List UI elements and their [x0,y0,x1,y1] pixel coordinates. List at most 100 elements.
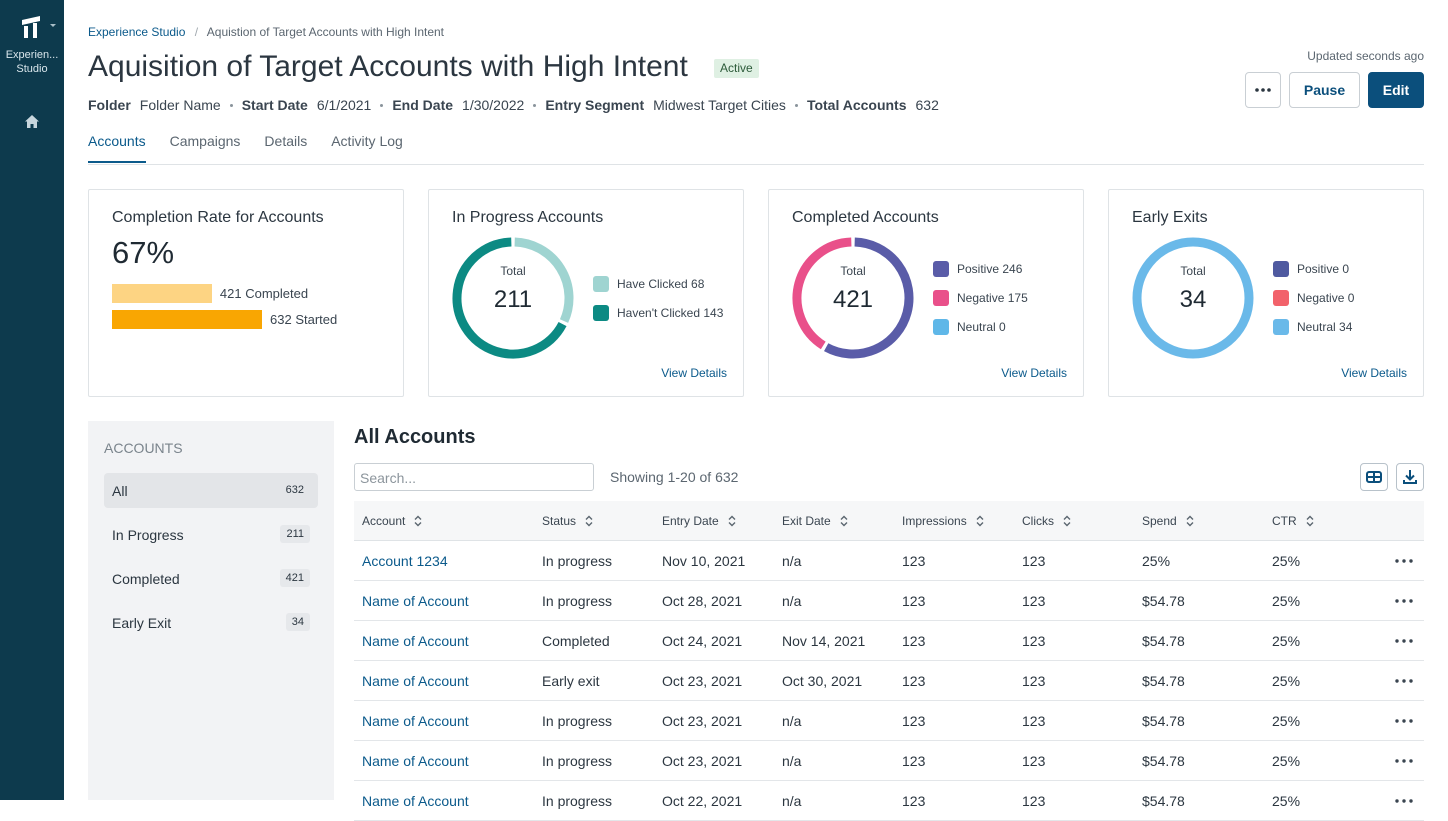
bar-label: 421 Completed [220,286,308,301]
table-cell: $54.78 [1142,793,1185,809]
meta-value: 1/30/2022 [462,97,525,113]
bar-value: 632 [270,312,292,327]
view-details-link[interactable]: View Details [1001,366,1067,380]
legend-swatch [1273,319,1289,335]
total-label: Total [840,264,865,278]
column-header[interactable]: Account [362,514,425,528]
filter-label: In Progress [112,527,184,543]
menu-dot [1409,599,1413,603]
download-button[interactable] [1396,463,1424,491]
account-link[interactable]: Name of Account [362,713,469,729]
row-menu[interactable] [1395,678,1413,684]
account-link[interactable]: Name of Account [362,753,469,769]
menu-dot [1395,639,1399,643]
row-menu[interactable] [1395,798,1413,804]
sort-arrows [1186,515,1194,527]
account-link[interactable]: Name of Account [362,593,469,609]
sort-arrows [840,515,848,527]
filter-item[interactable]: All 632 [104,473,318,508]
column-header[interactable]: Status [542,514,596,528]
separator-dot [380,103,384,107]
account-link[interactable]: Name of Account [362,793,469,809]
row-menu[interactable] [1395,638,1413,644]
showing-text: Showing 1-20 of 632 [610,469,739,485]
table-cell: 123 [1022,553,1046,569]
bar-name: Completed [245,286,309,301]
completion-card: Completion Rate for Accounts 67% 421 Com… [88,189,404,397]
menu-dot [1409,639,1413,643]
table-cell: Oct 23, 2021 [662,673,743,689]
logo [22,16,56,38]
separator-dot [533,103,537,107]
row-menu[interactable] [1395,598,1413,604]
row-menu[interactable] [1395,758,1413,764]
legend-name: Neutral [957,320,996,334]
table-cell: Oct 23, 2021 [662,713,743,729]
account-link[interactable]: Name of Account [362,673,469,689]
row-menu[interactable] [1395,558,1413,564]
table-cell: 123 [902,753,926,769]
legend-name: Positive [1297,262,1340,276]
meta-label: Folder [88,97,131,113]
filter-label: Completed [112,571,180,587]
home-icon[interactable] [24,114,40,129]
account-link[interactable]: Account 1234 [362,553,448,569]
accounts-panel: ACCOUNTS All 632 In Progress 211 Completed 42… [88,421,334,800]
sort-icon [1186,515,1194,527]
tab[interactable]: Activity Log [331,133,403,149]
column-header[interactable]: Entry Date [662,514,739,528]
sort-icon [840,515,848,527]
table-cell: n/a [782,753,802,769]
column-header[interactable]: CTR [1272,514,1317,528]
table-cell: n/a [782,793,802,809]
legend-item: Have Clicked 68 [593,275,704,292]
row-menu[interactable] [1395,718,1413,724]
donut-segment [452,237,567,359]
pause-button[interactable]: Pause [1289,72,1360,108]
view-details-link[interactable]: View Details [1341,366,1407,380]
legend-value: 0 [1347,291,1355,305]
column-header[interactable]: Spend [1142,514,1197,528]
more-button[interactable] [1245,72,1281,108]
breadcrumb: Experience Studio / Aquistion of Target … [88,25,444,39]
legend-item: Negative 0 [1273,290,1354,306]
column-header[interactable]: Exit Date [782,514,851,528]
panel-heading: ACCOUNTS [104,440,183,456]
columns-icon [1366,471,1382,483]
filter-item[interactable]: In Progress 211 [104,517,318,552]
view-details-link[interactable]: View Details [661,366,727,380]
table-cell: 123 [1022,753,1046,769]
dots-icon [1255,88,1271,92]
menu-dot [1402,599,1406,603]
separator-dot [229,103,233,107]
tab[interactable]: Details [264,133,308,149]
total-value: 421 [833,286,873,313]
column-title: CTR [1272,514,1297,528]
search-input[interactable]: Search... [354,463,594,491]
table-row: Name of Account In progress Oct 23, 2021 n/… [354,701,1424,741]
filter-item[interactable]: Early Exit 34 [104,605,318,640]
download-icon [1403,470,1417,484]
table-cell: $54.78 [1142,593,1185,609]
tab[interactable]: Accounts [88,133,146,163]
breadcrumb-link[interactable]: Experience Studio [88,25,186,39]
menu-dot [1395,679,1399,683]
table-cell: 25% [1272,633,1301,649]
menu-dot [1402,559,1406,563]
donut-card: Completed Accounts Total 421 Positive 246 Ne… [768,189,1084,397]
meta-value: 632 [915,97,939,113]
app-name: Experien... [5,49,59,61]
column-header[interactable]: Clicks [1022,514,1074,528]
edit-button[interactable]: Edit [1368,72,1424,108]
filter-item[interactable]: Completed 421 [104,561,318,596]
tab[interactable]: Campaigns [169,133,241,149]
filter-label: All [112,483,128,499]
account-link[interactable]: Name of Account [362,633,469,649]
table-cell: Nov 14, 2021 [782,633,866,649]
table-cell: $54.78 [1142,633,1185,649]
meta-label: End Date [392,97,454,113]
table-cell: n/a [782,553,802,569]
sort-icon [1063,515,1071,527]
columns-button[interactable] [1360,463,1388,491]
column-header[interactable]: Impressions [902,514,987,528]
